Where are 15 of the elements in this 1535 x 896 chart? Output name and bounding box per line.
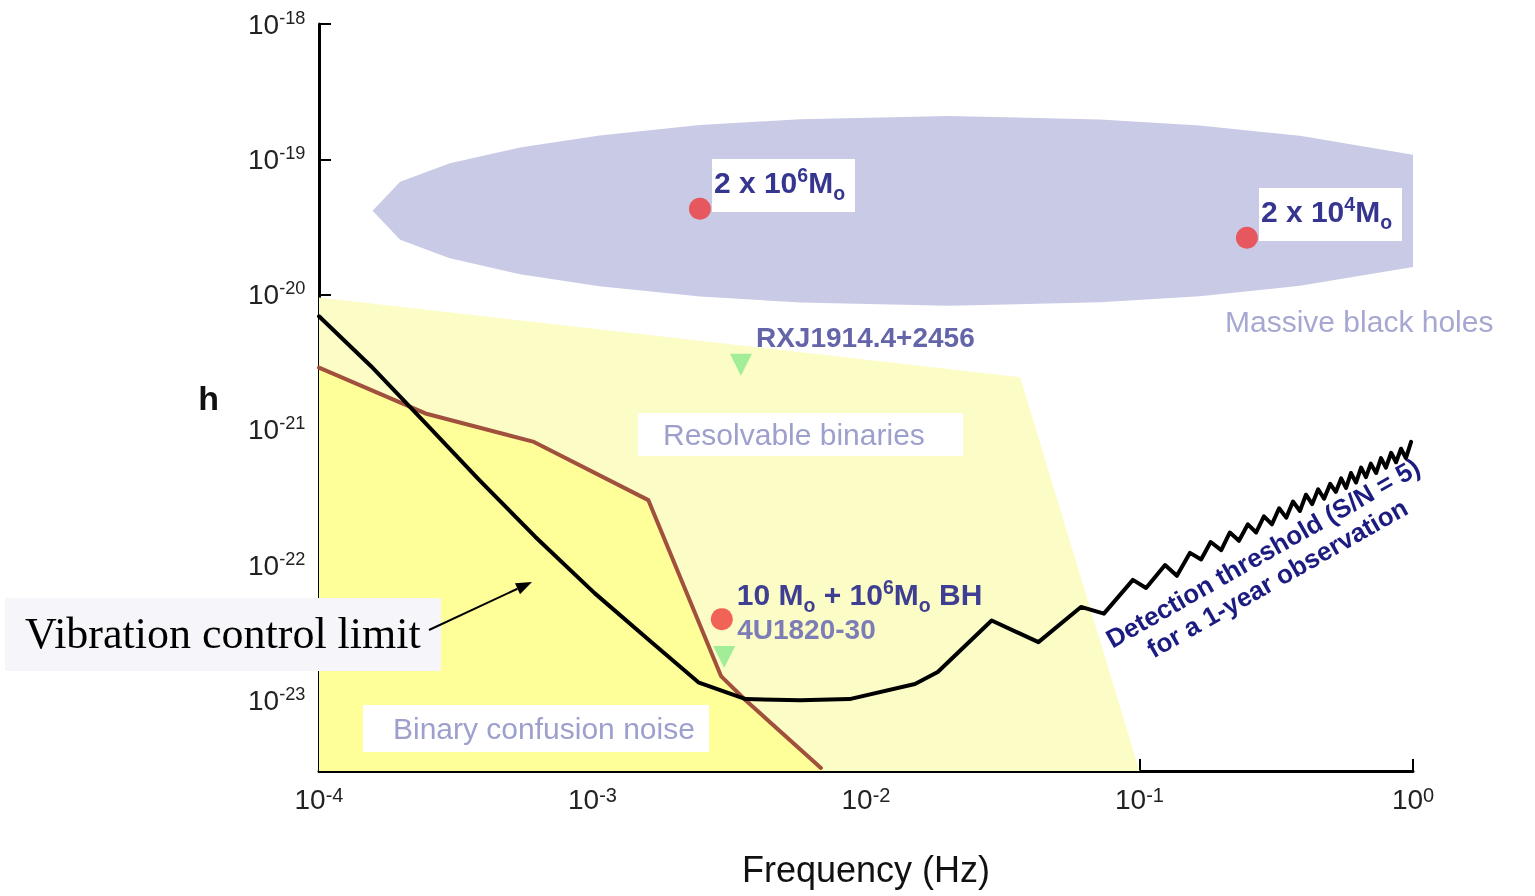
annotation: 2 x 10$^{4}$M$_{o}$ bbox=[1258, 187, 1403, 242]
annotation: Resolvable binaries bbox=[638, 413, 963, 456]
x-axis-title: Frequency (Hz) bbox=[741, 848, 991, 890]
y-tick-label: 10$^{-21}$ bbox=[248, 413, 306, 447]
y-tick-label: 10$^{-19}$ bbox=[248, 142, 306, 176]
y-tick-label: 10$^{-18}$ bbox=[248, 7, 306, 41]
annotation: Binary confusion noise bbox=[363, 705, 709, 752]
y-axis-title: h bbox=[198, 378, 219, 417]
y-tick-label: 10$^{-23}$ bbox=[248, 683, 306, 717]
annotation: RXJ1914.4+2456 bbox=[755, 321, 975, 354]
annotation: 2 x 10$^{6}$M$_{o}$ bbox=[711, 158, 856, 213]
y-tick-label: 10$^{-20}$ bbox=[248, 278, 306, 312]
y-tick-label: 10$^{-22}$ bbox=[248, 548, 306, 582]
annotation: Vibration control limit bbox=[5, 598, 441, 672]
annotation: Massive black holes bbox=[1225, 305, 1494, 338]
